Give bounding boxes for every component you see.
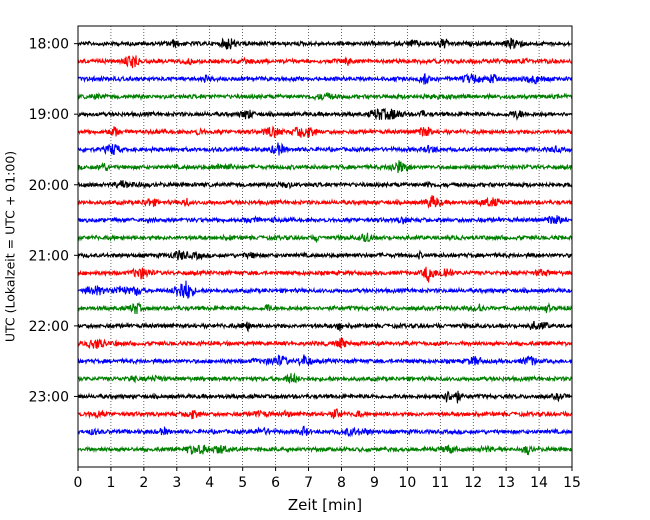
y-axis-ticks: 18:00 19:00 20:00 21:00 22:00 23:00 (29, 37, 78, 405)
trace-2315 (77, 408, 573, 420)
y-tick-label-1800: 18:00 (29, 37, 69, 53)
trace-2130 (77, 280, 573, 299)
trace-1845 (77, 91, 573, 102)
trace-1815 (77, 55, 573, 69)
x-tick-label-12: 12 (464, 475, 482, 491)
trace-2000 (77, 180, 573, 190)
trace-2015 (77, 195, 573, 209)
trace-1930 (77, 142, 573, 156)
y-tick-label-2300: 23:00 (29, 389, 69, 405)
y-tick-label-2200: 22:00 (29, 319, 69, 335)
x-tick-label-15: 15 (563, 475, 581, 491)
x-tick-label-2: 2 (139, 475, 148, 491)
trace-2230 (77, 354, 573, 367)
trace-1900 (77, 107, 573, 122)
trace-1800 (77, 37, 573, 50)
trace-2030 (77, 215, 573, 225)
trace-2215 (77, 337, 573, 350)
trace-1915 (77, 125, 573, 138)
x-tick-label-10: 10 (398, 475, 416, 491)
x-tick-label-0: 0 (74, 475, 83, 491)
trace-2115 (77, 266, 573, 283)
vertical-gridlines (110, 26, 540, 467)
trace-2100 (77, 249, 573, 261)
x-tick-label-11: 11 (431, 475, 449, 491)
plot-frame (77, 25, 573, 468)
trace-2245 (77, 372, 573, 384)
trace-2200 (77, 320, 573, 333)
x-tick-label-6: 6 (271, 475, 280, 491)
x-axis-ticks: 0 1 2 3 4 5 6 7 8 9 10 11 12 13 14 15 (74, 467, 581, 491)
x-axis-label: Zeit [min] (288, 496, 362, 514)
trace-1830 (77, 73, 573, 85)
x-tick-label-14: 14 (530, 475, 548, 491)
trace-2145 (77, 301, 573, 315)
x-tick-label-8: 8 (337, 475, 346, 491)
trace-2330 (77, 425, 573, 438)
x-tick-label-1: 1 (106, 475, 115, 491)
y-tick-label-2100: 21:00 (29, 248, 69, 264)
y-tick-label-1900: 19:00 (29, 107, 69, 123)
y-axis-label: UTC (Lokalzeit = UTC + 01:00) (3, 151, 18, 342)
x-tick-label-9: 9 (370, 475, 379, 491)
y-tick-label-2000: 20:00 (29, 178, 69, 194)
trace-1945 (77, 160, 573, 174)
seismic-traces (77, 37, 573, 456)
x-tick-label-3: 3 (172, 475, 181, 491)
x-tick-label-13: 13 (497, 475, 515, 491)
trace-2345 (77, 444, 573, 456)
x-tick-label-5: 5 (238, 475, 247, 491)
x-tick-label-4: 4 (205, 475, 214, 491)
x-tick-label-7: 7 (304, 475, 313, 491)
trace-2045 (77, 232, 573, 243)
trace-2300 (77, 390, 573, 404)
